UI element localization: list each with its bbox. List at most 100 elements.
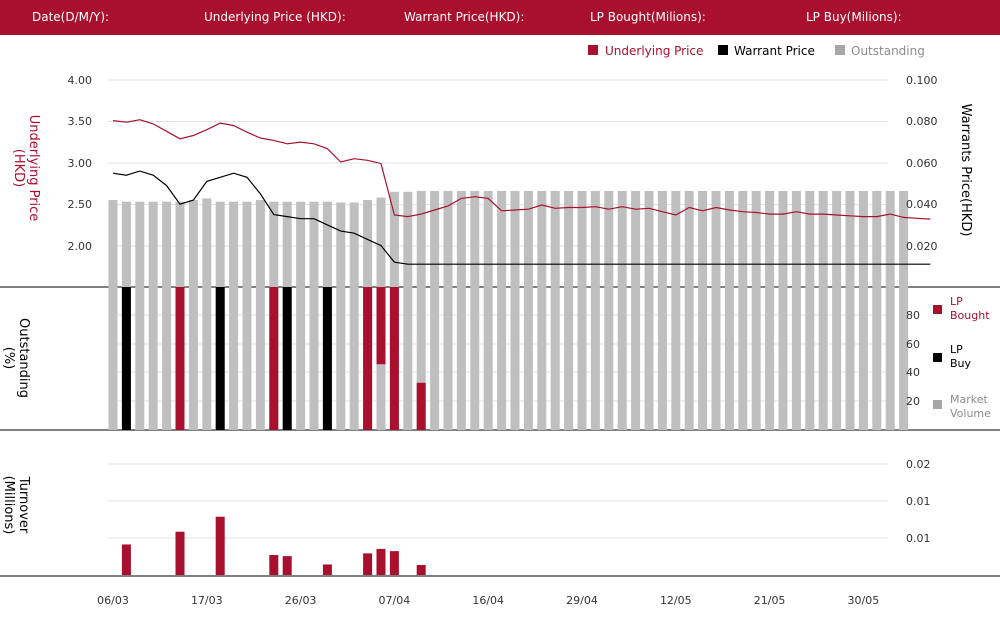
market-volume-bar — [510, 287, 520, 430]
left-tick-label: 4.00 — [68, 74, 93, 87]
legend-warrant-swatch — [718, 45, 728, 55]
left-axis-title-line: Underlying Price — [26, 115, 41, 222]
market-volume-bar — [738, 287, 748, 430]
right-axis-title: Warrants Price(HKD) — [958, 104, 973, 237]
market-volume-bar — [229, 287, 239, 430]
market-volume-bar — [711, 287, 721, 430]
outstanding-bar — [336, 202, 346, 287]
turnover-bar — [363, 553, 373, 575]
x-tick-label: 06/03 — [97, 594, 129, 607]
turnover-bar — [416, 565, 426, 575]
legend-lp-bought-line1: LP — [950, 295, 963, 308]
market-volume-bar — [430, 287, 440, 430]
legend-warrant-label: Warrant Price — [734, 44, 815, 58]
left-tick-label: 3.50 — [68, 115, 93, 128]
lp-bought-bar — [416, 382, 426, 430]
market-volume-bar — [631, 287, 641, 430]
turnover-bar — [282, 556, 292, 575]
market-volume-bar — [188, 287, 198, 430]
market-volume-bar — [617, 287, 627, 430]
market-volume-bar — [456, 287, 466, 430]
outstanding-bar — [349, 202, 359, 287]
legend-market-volume-line1: Market — [950, 393, 988, 406]
turnover-tick-label: 0.01 — [906, 495, 931, 508]
lp-buy-bar — [215, 287, 225, 430]
outstanding-tick-label: 60 — [906, 338, 920, 351]
lp-buy-bar — [282, 287, 292, 430]
outstanding-bar — [363, 200, 373, 287]
outstanding-bar — [899, 190, 909, 287]
outstanding-bar — [671, 190, 681, 287]
outstanding-bar — [523, 190, 533, 287]
outstanding-tick-label: 20 — [906, 395, 920, 408]
turnover-tick-label: 0.02 — [906, 458, 931, 471]
outstanding-bar — [657, 190, 667, 287]
warrant-price-label: Warrant Price(HKD): — [404, 10, 525, 24]
outstanding-bar — [389, 191, 399, 287]
outstanding-bar — [242, 201, 252, 287]
market-volume-bar — [671, 287, 681, 430]
underlying-price-label: Underlying Price (HKD): — [204, 10, 346, 24]
outstanding-bar — [698, 190, 708, 287]
outstanding-axis-title: Outstanding(%) — [1, 318, 31, 398]
right-tick-label: 0.020 — [906, 240, 938, 253]
outstanding-bar — [590, 190, 600, 287]
market-volume-bar — [550, 287, 560, 430]
legend-lp-bought-line2: Bought — [950, 309, 990, 322]
turnover-bar — [175, 531, 185, 575]
outstanding-bar — [121, 201, 131, 287]
x-tick-label: 21/05 — [754, 594, 786, 607]
market-volume-bar — [698, 287, 708, 430]
outstanding-bar — [738, 190, 748, 287]
outstanding-bar — [537, 190, 547, 287]
outstanding-bar — [805, 190, 815, 287]
left-axis-title: Underlying Price(HKD) — [11, 115, 41, 222]
right-tick-label: 0.100 — [906, 74, 938, 87]
lp-bought-bar — [269, 287, 279, 430]
outstanding-bar — [269, 201, 279, 287]
outstanding-bar — [765, 190, 775, 287]
market-volume-bar — [416, 287, 426, 430]
outstanding-bar — [255, 200, 265, 287]
legend-underlying-swatch — [588, 45, 598, 55]
outstanding-bar — [416, 190, 426, 287]
left-tick-label: 2.50 — [68, 198, 93, 211]
turnover-bar — [215, 516, 225, 575]
market-volume-bar — [349, 287, 359, 430]
outstanding-bar — [296, 201, 306, 287]
lp-buy-bar — [322, 287, 332, 430]
legend-top: Underlying Price Warrant Price Outstandi… — [588, 44, 925, 58]
outstanding-bar — [229, 201, 239, 287]
outstanding-bar — [550, 190, 560, 287]
right-tick-label: 0.040 — [906, 198, 938, 211]
axis-labels: 4.00 3.50 3.00 2.50 2.00 0.100 0.080 0.060 0.040… — [1, 74, 973, 607]
turnover-axis-title: Turnover(Millions) — [1, 476, 31, 535]
legend-market-volume-swatch — [933, 400, 942, 409]
turnover-axis-title-line: (Millions) — [1, 476, 16, 535]
outstanding-bar — [456, 190, 466, 287]
market-volume-bar — [644, 287, 654, 430]
market-volume-bar — [791, 287, 801, 430]
turnover-bar — [389, 551, 399, 575]
outstanding-bar — [403, 191, 413, 287]
outstanding-bar — [577, 190, 587, 287]
outstanding-bar — [885, 190, 895, 287]
market-volume-bar — [577, 287, 587, 430]
outstanding-bar — [845, 190, 855, 287]
market-volume-bar — [470, 287, 480, 430]
legend-lp-buy-line1: LP — [950, 343, 963, 356]
outstanding-tick-label: 80 — [906, 309, 920, 322]
market-volume-bar — [765, 287, 775, 430]
market-volume-bar — [832, 287, 842, 430]
outstanding-bar — [872, 190, 882, 287]
outstanding-bar — [751, 190, 761, 287]
legend-underlying-label: Underlying Price — [605, 44, 703, 58]
outstanding-bar — [483, 190, 493, 287]
market-volume-bar — [657, 287, 667, 430]
legend-lp-buy-line2: Buy — [950, 357, 972, 370]
date-label: Date(D/M/Y): — [32, 10, 110, 24]
market-volume-bar — [483, 287, 493, 430]
lp-buy-bar — [121, 287, 131, 430]
outstanding-bar — [430, 190, 440, 287]
